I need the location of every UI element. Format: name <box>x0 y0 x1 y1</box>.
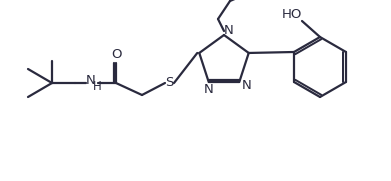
Text: S: S <box>165 77 173 89</box>
Text: N: N <box>86 75 96 87</box>
Text: H: H <box>93 81 101 94</box>
Text: N: N <box>204 83 213 96</box>
Text: HO: HO <box>282 7 302 20</box>
Text: N: N <box>241 79 251 92</box>
Text: O: O <box>111 49 121 62</box>
Text: N: N <box>224 24 234 37</box>
